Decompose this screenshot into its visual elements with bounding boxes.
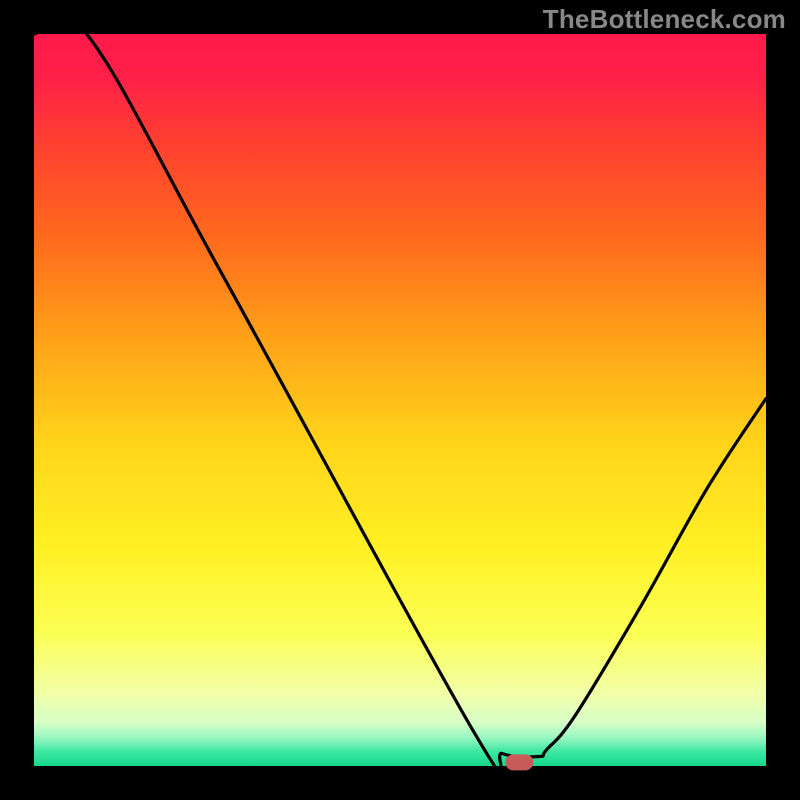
- optimal-marker: [505, 754, 533, 770]
- bottleneck-chart: [0, 0, 800, 800]
- gradient-background: [34, 34, 766, 766]
- watermark-text: TheBottleneck.com: [543, 4, 786, 35]
